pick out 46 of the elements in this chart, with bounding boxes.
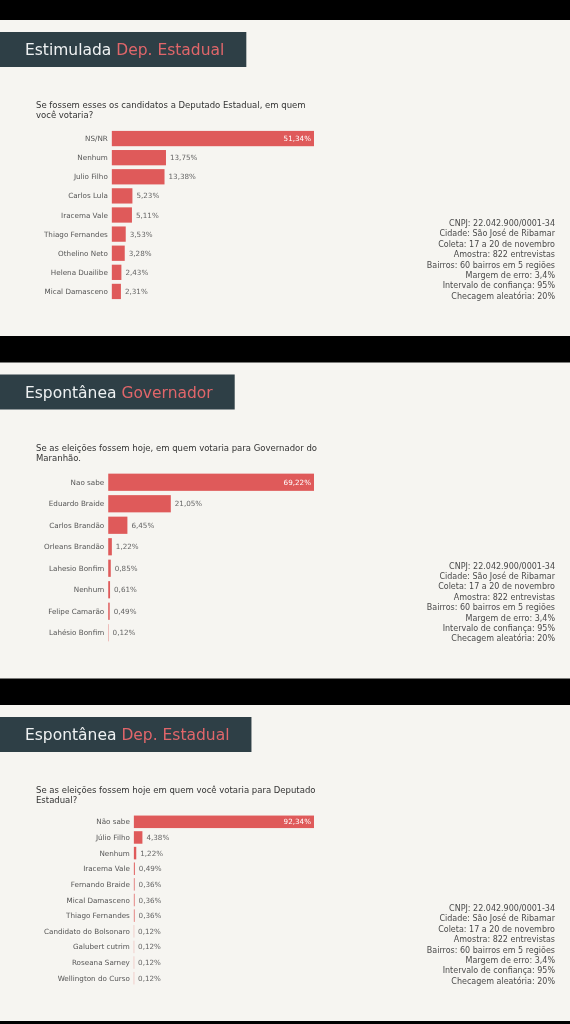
text: Amostra: 822 entrevistas	[453, 592, 555, 602]
chart-subtitle: Se as eleições fossem hoje, em quem votaria para Governador do Maranhão.	[36, 442, 318, 463]
bar	[133, 815, 314, 829]
chart-title: Espontânea Governador	[25, 383, 214, 402]
text: Intervalo de confiança: 95%	[442, 623, 556, 633]
text: Cidade: São José de Ribamar	[439, 228, 556, 239]
chart-title: Espontânea Dep. Estadual	[25, 726, 230, 744]
text: CNPJ: 22.042.900/0001-34	[449, 561, 555, 571]
text: Margem de erro: 3,4%	[465, 271, 556, 280]
bar	[108, 538, 112, 556]
text: Coleta: 17 a 20 de novembro	[438, 924, 556, 934]
bar	[111, 226, 126, 242]
bar	[111, 188, 133, 204]
bar	[108, 516, 128, 534]
bar	[111, 245, 125, 261]
bar	[108, 495, 171, 513]
bar	[111, 150, 166, 166]
text: Bairros: 60 bairros em 5 regiões	[426, 603, 555, 613]
text: Cidade: São José de Ribamar	[439, 913, 556, 924]
text: Bairros: 60 bairros em 5 regiões	[426, 260, 555, 270]
bar	[111, 169, 165, 185]
bar	[111, 130, 314, 147]
text: Coleta: 17 a 20 de novembro	[438, 239, 556, 249]
text: Margem de erro: 3,4%	[465, 613, 556, 623]
text: Coleta: 17 a 20 de novembro	[438, 582, 556, 592]
bar	[108, 473, 314, 491]
text: Intervalo de confiança: 95%	[442, 281, 556, 291]
text: Intervalo de confiança: 95%	[442, 966, 556, 976]
text: Amostra: 822 entrevistas	[453, 935, 555, 945]
text: Margem de erro: 3,4%	[465, 956, 556, 965]
text: Cidade: São José de Ribamar	[439, 570, 556, 581]
text: Checagem aleatória: 20%	[451, 975, 556, 986]
text: Checagem aleatória: 20%	[451, 633, 556, 644]
text: CNPJ: 22.042.900/0001-34	[449, 219, 555, 228]
bar	[108, 559, 111, 577]
bar	[111, 264, 122, 280]
chart-subtitle: Se fossem esses os candidatos a Deputado Estadual, em quem você votaria?	[36, 100, 306, 120]
text: Checagem aleatória: 20%	[451, 290, 556, 301]
bar	[133, 831, 143, 844]
bar	[111, 207, 132, 223]
chart-title: Estimulada Dep. Estadual	[25, 41, 225, 59]
text: Amostra: 822 entrevistas	[453, 250, 555, 260]
text: CNPJ: 22.042.900/0001-34	[449, 904, 555, 913]
chart-subtitle: Se as eleições fossem hoje em quem você votaria para Deputado Estadual?	[36, 785, 316, 805]
bar	[111, 283, 121, 300]
text: Bairros: 60 bairros em 5 regiões	[426, 945, 555, 955]
